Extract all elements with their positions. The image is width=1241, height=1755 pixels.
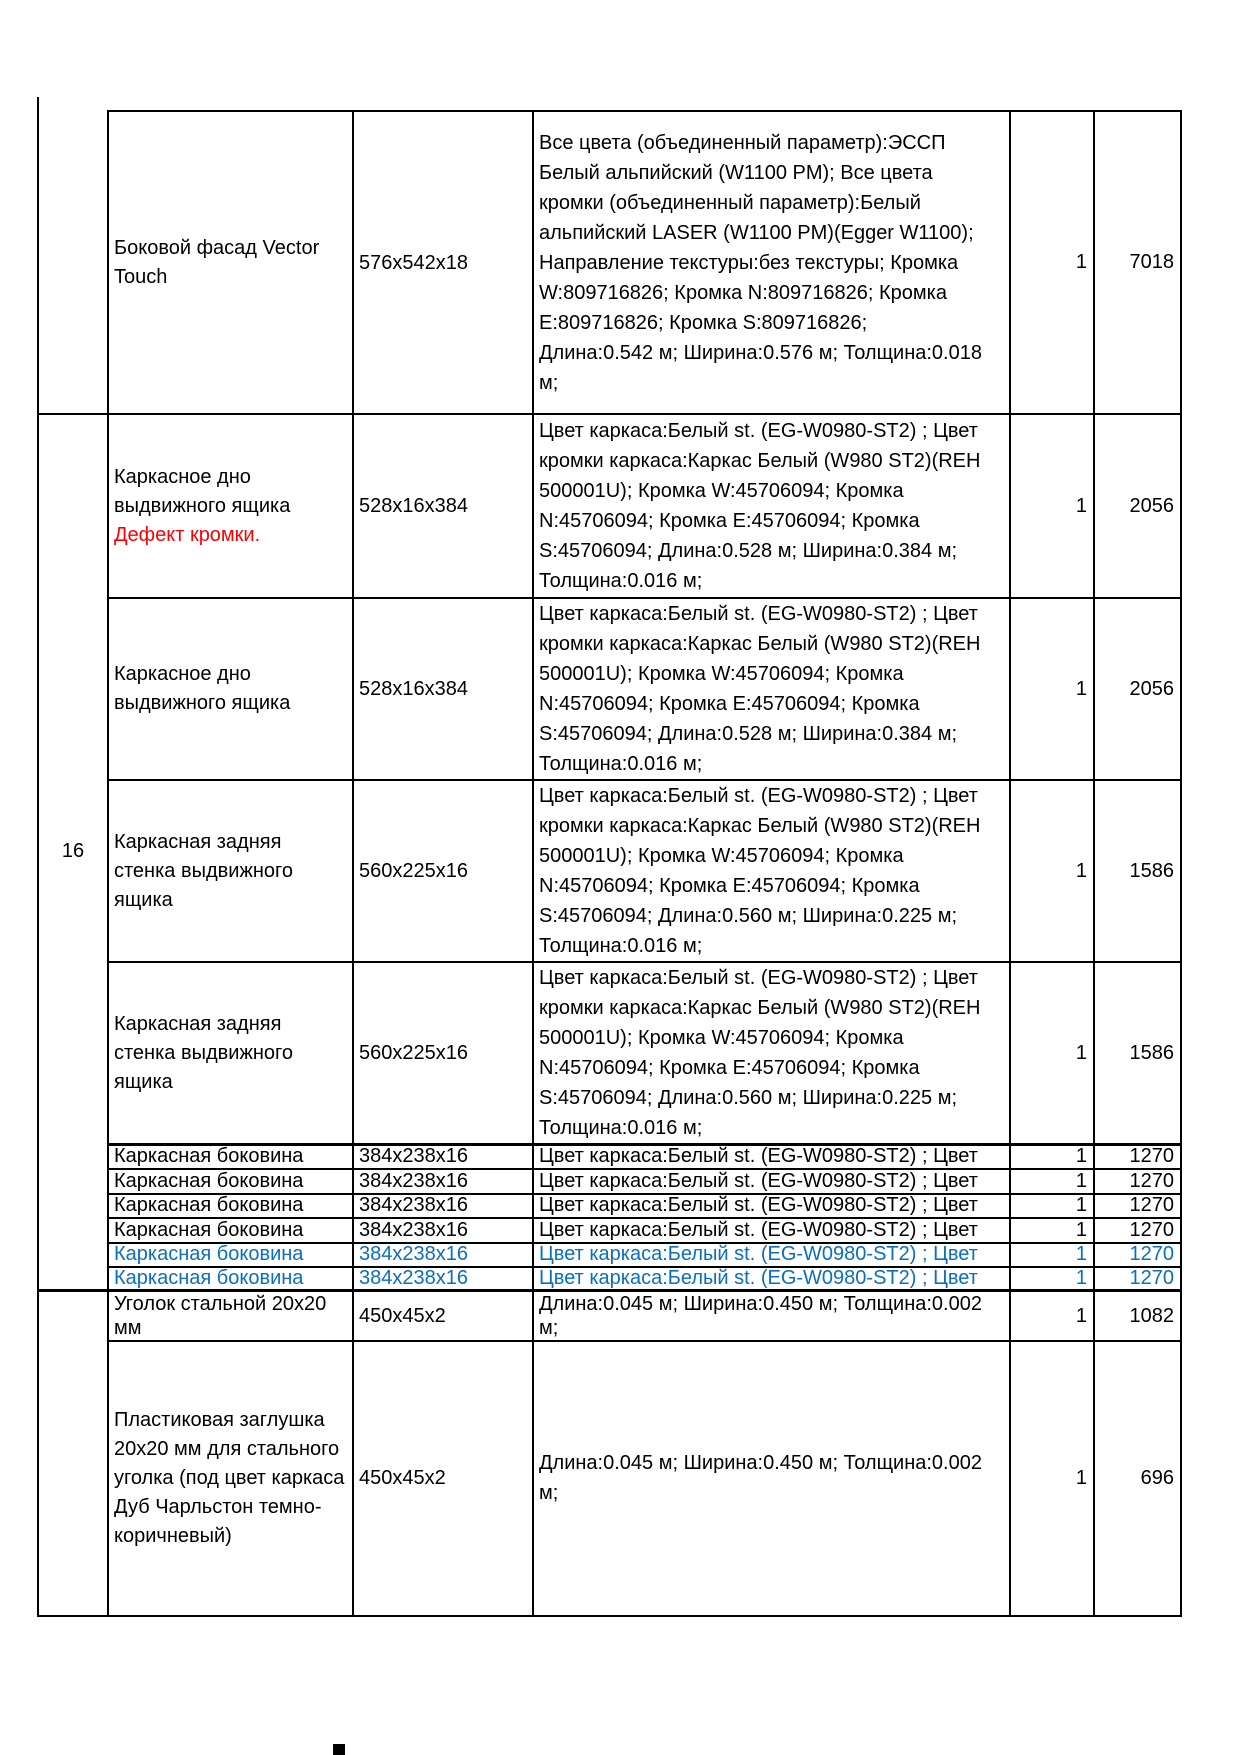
dimensions-cell: 560x225x16 bbox=[352, 779, 534, 963]
dimensions-cell: 384x238x16 bbox=[352, 1241, 534, 1268]
table-row: Каркасная задняя стенка выдвижного ящика… bbox=[38, 961, 1182, 1146]
dimensions-cell: 576x542x18 bbox=[352, 110, 534, 415]
dimensions-cell: 384x238x16 bbox=[352, 1192, 534, 1219]
table-row: Каркасная боковина 384x238x16 Цвет карка… bbox=[38, 1216, 1182, 1244]
description-cell: Цвет каркаса:Белый st. (EG-W0980-ST2) ; … bbox=[532, 779, 1011, 963]
part-name-cell: Каркасное дно выдвижного ящика bbox=[107, 597, 354, 781]
dimensions-cell: 384x238x16 bbox=[352, 1167, 534, 1195]
part-name-label: Каркасное дно выдвижного ящика bbox=[114, 465, 291, 517]
dimensions-cell: 450x45x2 bbox=[352, 1339, 534, 1617]
quantity-cell: 1 bbox=[1009, 1167, 1095, 1195]
price-cell: 1586 bbox=[1093, 779, 1182, 963]
description-cell: Цвет каркаса:Белый st. (EG-W0980-ST2) ; … bbox=[532, 961, 1011, 1146]
part-name-cell: Каркасная задняя стенка выдвижного ящика bbox=[107, 961, 354, 1146]
quantity-cell: 1 bbox=[1009, 1339, 1095, 1617]
quantity-cell: 1 bbox=[1009, 779, 1095, 963]
table-row: Каркасное дно выдвижного ящика 528x16x38… bbox=[38, 597, 1182, 781]
defect-note: Дефект кромки. bbox=[114, 523, 261, 546]
description-cell: Цвет каркаса:Белый st. (EG-W0980-ST2) ; … bbox=[532, 1143, 1011, 1170]
part-name-cell: Каркасная боковина bbox=[107, 1143, 354, 1170]
price-cell: 2056 bbox=[1093, 413, 1182, 599]
price-cell: 1270 bbox=[1093, 1241, 1182, 1268]
price-cell: 1270 bbox=[1093, 1143, 1182, 1170]
table-row: Каркасная задняя стенка выдвижного ящика… bbox=[38, 779, 1182, 963]
table-row: Уголок стальной 20x20 мм 450x45x2 Длина:… bbox=[37, 1288, 1182, 1617]
description-cell: Цвет каркаса:Белый st. (EG-W0980-ST2) ; … bbox=[532, 1265, 1011, 1291]
quantity-cell: 1 bbox=[1009, 1216, 1095, 1244]
table-row: Каркасная боковина 384x238x16 Цвет карка… bbox=[38, 1167, 1182, 1195]
description-cell: Цвет каркаса:Белый st. (EG-W0980-ST2) ; … bbox=[532, 597, 1011, 781]
price-cell: 1586 bbox=[1093, 961, 1182, 1146]
quantity-cell: 1 bbox=[1009, 1143, 1095, 1170]
dimensions-cell: 528x16x384 bbox=[352, 413, 534, 599]
quantity-cell: 1 bbox=[1009, 1288, 1095, 1342]
price-cell: 2056 bbox=[1093, 597, 1182, 781]
dimensions-cell: 384x238x16 bbox=[352, 1216, 534, 1244]
row-number-cell bbox=[37, 1288, 109, 1617]
dimensions-cell: 450x45x2 bbox=[352, 1288, 534, 1342]
price-cell: 1270 bbox=[1093, 1192, 1182, 1219]
description-cell: Цвет каркаса:Белый st. (EG-W0980-ST2) ; … bbox=[532, 1192, 1011, 1219]
price-cell: 1270 bbox=[1093, 1216, 1182, 1244]
table-row: Пластиковая заглушка 20х20 мм для стальн… bbox=[38, 1339, 1182, 1617]
table-row: Боковой фасад Vector Touch 576x542x18 Вс… bbox=[37, 110, 1182, 415]
description-cell: Цвет каркаса:Белый st. (EG-W0980-ST2) ; … bbox=[532, 1167, 1011, 1195]
dimensions-cell: 560x225x16 bbox=[352, 961, 534, 1146]
part-name-cell: Каркасная задняя стенка выдвижного ящика bbox=[107, 779, 354, 963]
description-cell: Длина:0.045 м; Ширина:0.450 м; Толщина:0… bbox=[532, 1288, 1011, 1342]
price-cell: 696 bbox=[1093, 1339, 1182, 1617]
quantity-cell: 1 bbox=[1009, 961, 1095, 1146]
dimensions-cell: 384x238x16 bbox=[352, 1265, 534, 1291]
quantity-cell: 1 bbox=[1009, 1192, 1095, 1219]
table-row: 16 Каркасное дно выдвижного ящика Дефект… bbox=[37, 413, 1182, 1291]
description-cell: Цвет каркаса:Белый st. (EG-W0980-ST2) ; … bbox=[532, 413, 1011, 599]
quantity-cell: 1 bbox=[1009, 1265, 1095, 1291]
price-cell: 1270 bbox=[1093, 1167, 1182, 1195]
cutoff-element-mark bbox=[333, 1744, 345, 1755]
row-number-cell: 16 bbox=[37, 413, 109, 1291]
row-number-cell bbox=[37, 111, 109, 415]
part-name-cell: Каркасная боковина bbox=[107, 1167, 354, 1195]
table-row: Каркасная боковина 384x238x16 Цвет карка… bbox=[38, 1192, 1182, 1219]
part-name-cell: Боковой фасад Vector Touch bbox=[107, 110, 354, 415]
quantity-cell: 1 bbox=[1009, 1241, 1095, 1268]
description-cell: Все цвета (объединенный параметр):ЭССП Б… bbox=[532, 110, 1011, 415]
part-name-cell: Каркасная боковина bbox=[107, 1241, 354, 1268]
part-name-cell: Пластиковая заглушка 20х20 мм для стальн… bbox=[107, 1339, 354, 1617]
table-row: Каркасная боковина 384x238x16 Цвет карка… bbox=[38, 1143, 1182, 1170]
description-cell: Цвет каркаса:Белый st. (EG-W0980-ST2) ; … bbox=[532, 1216, 1011, 1244]
part-name-cell: Каркасное дно выдвижного ящика Дефект кр… bbox=[107, 413, 354, 599]
dimensions-cell: 528x16x384 bbox=[352, 597, 534, 781]
parts-table: Боковой фасад Vector Touch 576x542x18 Вс… bbox=[37, 110, 1182, 1617]
part-name-cell: Уголок стальной 20x20 мм bbox=[107, 1288, 354, 1342]
table-row: Каркасная боковина 384x238x16 Цвет карка… bbox=[38, 1241, 1182, 1268]
quantity-cell: 1 bbox=[1009, 413, 1095, 599]
dimensions-cell: 384x238x16 bbox=[352, 1143, 534, 1170]
quantity-cell: 1 bbox=[1009, 110, 1095, 415]
price-cell: 7018 bbox=[1093, 110, 1182, 415]
part-name-cell: Каркасная боковина bbox=[107, 1192, 354, 1219]
price-cell: 1270 bbox=[1093, 1265, 1182, 1291]
part-name-cell: Каркасная боковина bbox=[107, 1216, 354, 1244]
quantity-cell: 1 bbox=[1009, 597, 1095, 781]
table-row: Каркасная боковина 384x238x16 Цвет карка… bbox=[38, 1265, 1182, 1291]
price-cell: 1082 bbox=[1093, 1288, 1182, 1342]
part-name-cell: Каркасная боковина bbox=[107, 1265, 354, 1291]
description-cell: Цвет каркаса:Белый st. (EG-W0980-ST2) ; … bbox=[532, 1241, 1011, 1268]
description-cell: Длина:0.045 м; Ширина:0.450 м; Толщина:0… bbox=[532, 1339, 1011, 1617]
left-border-line bbox=[37, 97, 39, 111]
